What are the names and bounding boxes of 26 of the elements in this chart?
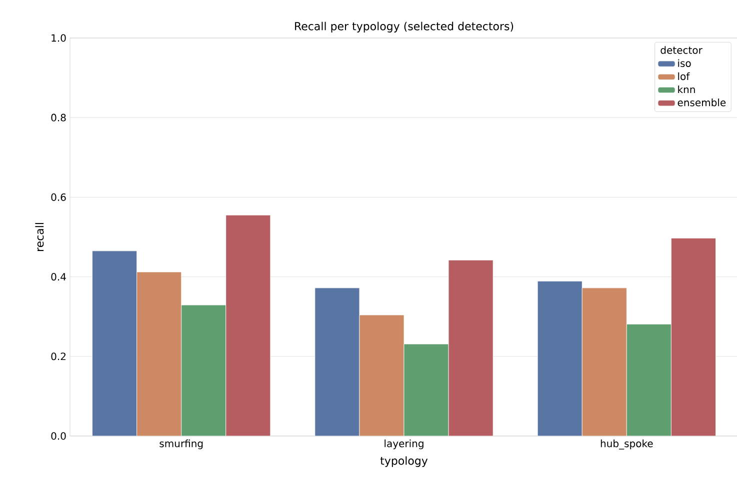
legend-label: knn (678, 85, 695, 94)
y-tick-label: 0.8 (51, 114, 66, 122)
x-axis-title: typology (380, 456, 428, 467)
y-axis-title: recall (35, 223, 44, 251)
bar (226, 214, 271, 436)
bar (136, 272, 182, 436)
bar (314, 288, 360, 436)
y-tick-label: 0.4 (51, 272, 66, 281)
bar (582, 288, 627, 436)
legend-label: iso (678, 59, 691, 68)
y-tick-label: 0.2 (51, 352, 66, 360)
y-tick-label: 0.0 (51, 432, 66, 440)
x-tick-label: hub_spoke (600, 440, 653, 450)
y-tick-label: 0.6 (51, 193, 66, 201)
bar (92, 250, 138, 436)
y-tick-label: 1.0 (52, 34, 66, 42)
bar (537, 280, 582, 436)
legend-label: lof (678, 72, 690, 80)
chart-title: Recall per typology (selected detectors) (295, 22, 514, 32)
bar (359, 314, 404, 436)
x-tick-label: layering (384, 440, 424, 450)
bar (670, 238, 716, 436)
legend-title: detector (660, 46, 702, 54)
legend-label: ensemble (678, 98, 726, 106)
x-tick-label: smurfing (160, 440, 203, 450)
bar (448, 260, 494, 436)
